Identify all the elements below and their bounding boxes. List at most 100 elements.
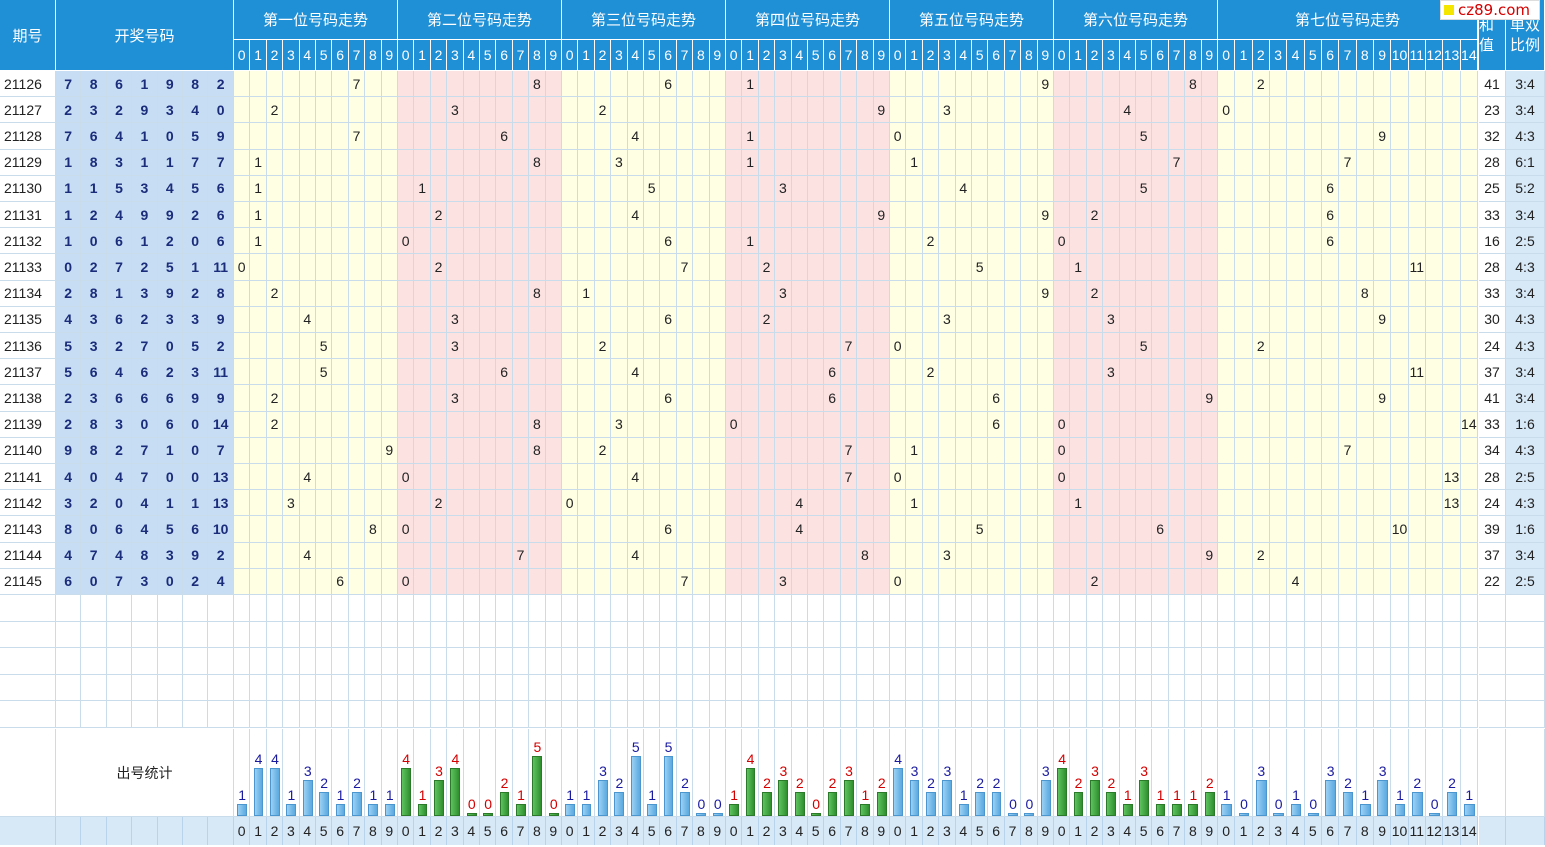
stat-count: 5 bbox=[533, 739, 542, 755]
empty-cell bbox=[283, 648, 300, 675]
stat-cell: 2 bbox=[988, 729, 1005, 817]
trend-cell bbox=[857, 437, 874, 464]
empty-cell bbox=[578, 595, 595, 622]
trend-cell bbox=[709, 97, 726, 124]
empty-cell bbox=[365, 621, 382, 649]
trend-cell bbox=[1021, 385, 1038, 412]
draw-digit: 7 bbox=[208, 149, 234, 176]
stat-cell: 0 bbox=[1426, 729, 1444, 817]
trend-hit: 1 bbox=[906, 490, 923, 517]
trend-hit: 8 bbox=[857, 542, 874, 569]
footer-digit: 0 bbox=[234, 817, 251, 845]
empty-cell bbox=[266, 648, 284, 675]
trend-hit: 6 bbox=[1152, 516, 1169, 543]
trend-cell bbox=[644, 568, 661, 595]
trend-cell bbox=[545, 71, 562, 98]
trend-cell bbox=[644, 280, 661, 307]
trend-cell bbox=[1374, 71, 1392, 98]
trend-cell bbox=[463, 437, 480, 464]
trend-cell bbox=[1408, 306, 1426, 333]
empty-cell bbox=[906, 701, 923, 728]
odd-even-ratio: 3:4 bbox=[1506, 97, 1545, 124]
trend-cell bbox=[1021, 123, 1038, 150]
trend-cell bbox=[808, 568, 825, 595]
empty-cell bbox=[1374, 595, 1392, 622]
trend-cell bbox=[791, 123, 808, 150]
trend-cell bbox=[709, 175, 726, 202]
draw-digit: 7 bbox=[183, 149, 209, 176]
trend-cell bbox=[529, 542, 546, 569]
draw-digit: 1 bbox=[157, 437, 183, 464]
trend-cell bbox=[1004, 306, 1022, 333]
trend-cell bbox=[316, 306, 333, 333]
issue-number: 21129 bbox=[0, 149, 56, 176]
trend-cell bbox=[1021, 568, 1038, 595]
digit-header: 9 bbox=[545, 40, 562, 71]
trend-cell bbox=[447, 254, 464, 281]
odd-even-ratio: 6:1 bbox=[1506, 149, 1545, 176]
trend-cell bbox=[1287, 280, 1305, 307]
stat-bar bbox=[745, 768, 756, 816]
sum-value: 28 bbox=[1479, 464, 1506, 491]
trend-cell bbox=[1218, 71, 1236, 98]
trend-cell bbox=[332, 542, 349, 569]
empty-cell bbox=[742, 648, 759, 675]
trend-cell bbox=[922, 175, 940, 202]
trend-cell bbox=[1070, 568, 1087, 595]
trend-cell bbox=[676, 437, 694, 464]
stat-bar bbox=[1446, 792, 1458, 816]
site-watermark[interactable]: cz89.com bbox=[1440, 0, 1540, 20]
digit-header: 4 bbox=[299, 40, 316, 71]
trend-cell bbox=[250, 280, 267, 307]
empty-cell bbox=[693, 648, 710, 675]
trend-cell bbox=[1252, 490, 1270, 517]
footer-digit: 7 bbox=[512, 817, 530, 845]
trend-cell bbox=[1374, 464, 1392, 491]
footer-digit: 0 bbox=[890, 817, 907, 845]
trend-cell bbox=[381, 175, 398, 202]
trend-cell bbox=[791, 464, 808, 491]
trend-hit: 14 bbox=[1460, 411, 1478, 438]
empty-cell bbox=[726, 648, 743, 675]
odd-even-ratio: 3:4 bbox=[1506, 385, 1545, 412]
trend-cell bbox=[873, 228, 890, 255]
trend-cell bbox=[234, 385, 251, 412]
trend-hit: 9 bbox=[1201, 542, 1218, 569]
empty-cell bbox=[463, 595, 480, 622]
empty-cell bbox=[660, 701, 677, 728]
empty-cell bbox=[1270, 674, 1288, 702]
trend-cell bbox=[496, 149, 513, 176]
trend-cell bbox=[414, 542, 431, 569]
stat-count: 4 bbox=[746, 751, 755, 767]
trend-cell bbox=[758, 359, 776, 386]
trend-cell bbox=[644, 542, 661, 569]
trend-hit: 6 bbox=[496, 359, 513, 386]
trend-cell bbox=[1408, 175, 1426, 202]
trend-cell bbox=[972, 333, 989, 360]
empty-cell bbox=[1103, 674, 1120, 702]
draw-digit: 2 bbox=[81, 254, 107, 281]
digit-header: 11 bbox=[1408, 40, 1426, 71]
footer-digit: 0 bbox=[726, 817, 743, 845]
trend-cell bbox=[1218, 175, 1236, 202]
trend-cell bbox=[381, 306, 398, 333]
footer-digit: 0 bbox=[1218, 817, 1236, 845]
trend-cell bbox=[906, 228, 923, 255]
trend-cell bbox=[266, 202, 284, 229]
trend-cell bbox=[1054, 542, 1071, 569]
trend-cell bbox=[348, 359, 366, 386]
digit-header: 3 bbox=[447, 40, 464, 71]
trend-cell bbox=[283, 175, 300, 202]
trend-cell bbox=[791, 437, 808, 464]
trend-hit: 4 bbox=[627, 542, 644, 569]
footer-digit: 8 bbox=[365, 817, 382, 845]
digit-header: 0 bbox=[1218, 40, 1236, 71]
empty-cell bbox=[1218, 674, 1236, 702]
trend-cell bbox=[562, 411, 579, 438]
empty-cell bbox=[775, 701, 792, 728]
trend-cell bbox=[1004, 542, 1022, 569]
trend-cell bbox=[1037, 542, 1054, 569]
trend-cell bbox=[857, 516, 874, 543]
trend-cell bbox=[332, 464, 349, 491]
digit-header: 8 bbox=[1356, 40, 1374, 71]
